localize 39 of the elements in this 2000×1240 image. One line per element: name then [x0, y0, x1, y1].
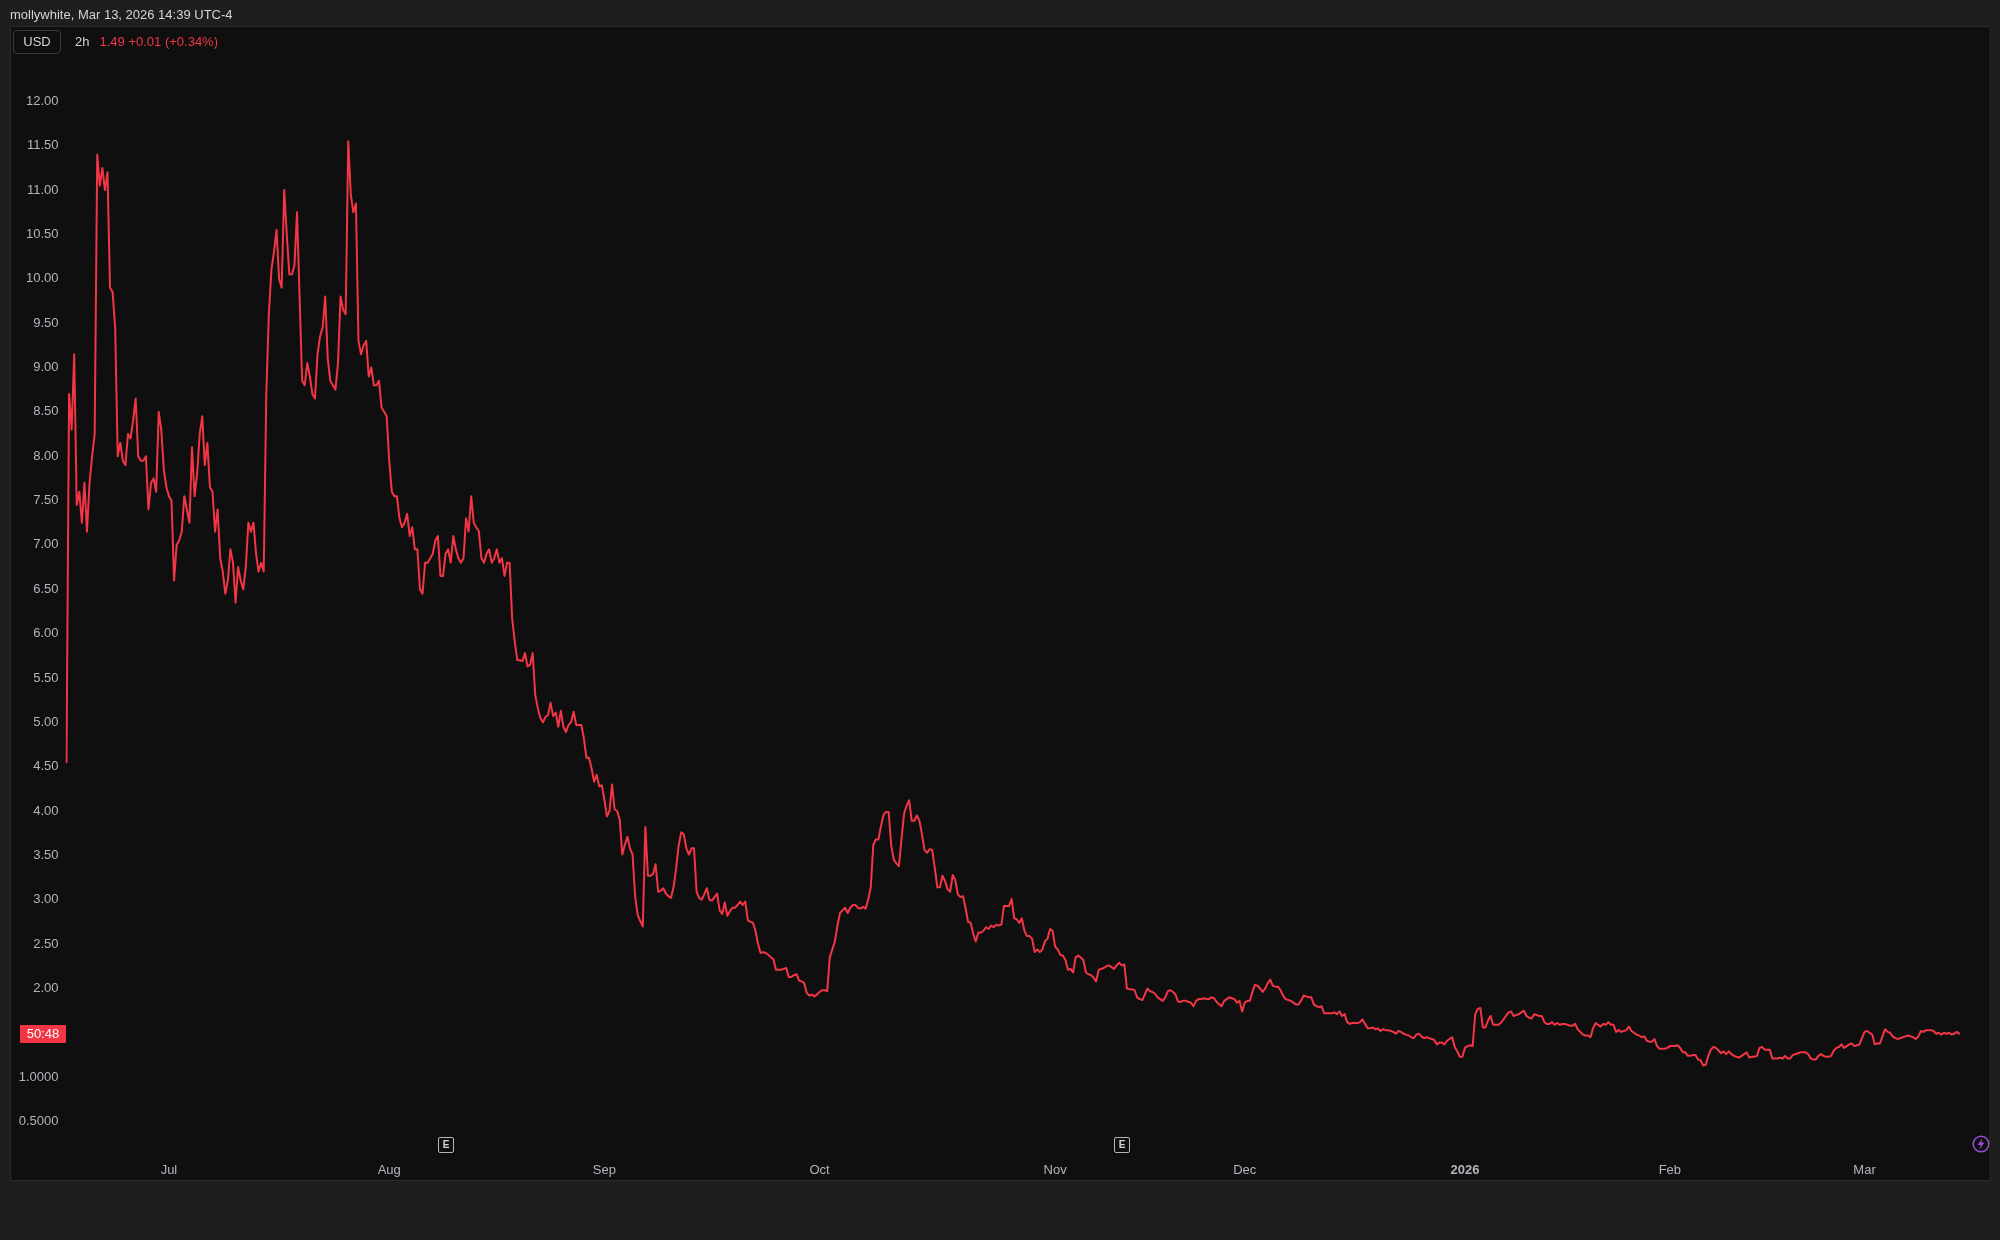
- y-tick-label: 11.00: [26, 181, 59, 197]
- y-tick-label: 8.50: [33, 403, 59, 419]
- y-tick-label: 0.5000: [18, 1113, 59, 1129]
- y-tick-label: 3.50: [33, 846, 59, 862]
- text: 2h: [75, 34, 90, 50]
- y-tick-label: 7.50: [33, 492, 59, 508]
- y-tick-label: 7.00: [33, 536, 59, 552]
- text: 1.49 +0.01 (+0.34%): [99, 34, 218, 50]
- y-tick-label: 5.00: [33, 713, 59, 729]
- y-tick-label: 11.50: [26, 137, 59, 153]
- x-tick-label: Nov: [1043, 1161, 1068, 1177]
- text: E: [1114, 1137, 1130, 1153]
- text: mollywhite, Mar 13, 2026 14:39 UTC-4: [10, 7, 233, 23]
- text: 50:48: [20, 1024, 66, 1043]
- y-tick-label: 5.50: [33, 669, 59, 685]
- y-tick-label: 10.50: [25, 226, 59, 242]
- x-tick-label: Oct: [809, 1161, 831, 1177]
- x-tick-label: Dec: [1233, 1161, 1257, 1177]
- y-tick-label: 6.50: [33, 580, 59, 596]
- y-tick-label: 6.00: [33, 625, 59, 641]
- x-tick-label: Jul: [160, 1161, 178, 1177]
- y-tick-label: 9.50: [33, 314, 59, 330]
- y-tick-label: 4.50: [33, 758, 59, 774]
- x-tick-label: Feb: [1658, 1161, 1682, 1177]
- y-tick-label: 4.00: [33, 802, 59, 818]
- y-tick-label: 8.00: [33, 447, 59, 463]
- y-axis-title: USD: [13, 30, 61, 54]
- y-tick-label: 1.0000: [18, 1068, 59, 1084]
- y-tick-label: 10.00: [25, 270, 59, 286]
- x-tick-label: 2026: [1450, 1161, 1480, 1177]
- y-tick-label: 12.00: [25, 92, 59, 108]
- y-tick-label: 9.00: [33, 359, 59, 375]
- y-tick-label: 2.00: [33, 980, 59, 996]
- x-tick-label: Aug: [377, 1161, 401, 1177]
- y-tick-label: 3.00: [33, 891, 59, 907]
- y-tick-label: 2.50: [33, 935, 59, 951]
- text: E: [438, 1137, 454, 1153]
- x-tick-label: Sep: [592, 1161, 616, 1177]
- x-tick-label: Mar: [1853, 1161, 1877, 1177]
